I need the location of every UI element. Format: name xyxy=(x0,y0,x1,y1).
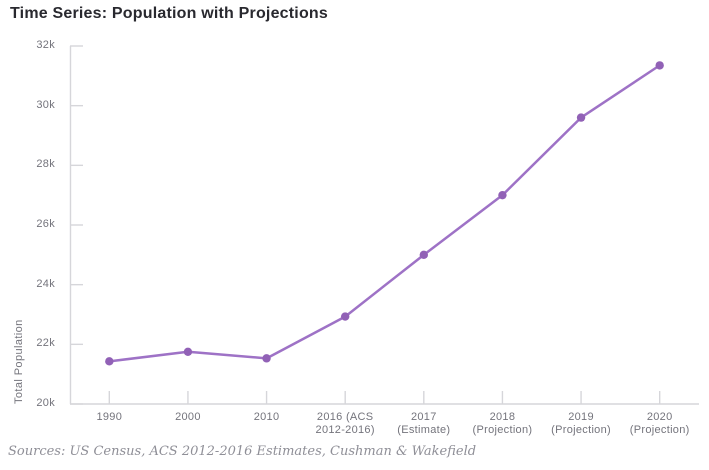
data-point xyxy=(183,347,193,356)
x-tick-label: 2016 (ACS 2012-2016) xyxy=(293,411,397,437)
x-tick-label-line: (Estimate) xyxy=(397,424,451,436)
x-tick-label: 2018 (Projection) xyxy=(450,411,554,437)
data-point xyxy=(419,250,429,260)
y-axis-title: Total Population xyxy=(13,319,25,404)
x-tick-label-line: 2012-2016) xyxy=(315,424,375,436)
data-point xyxy=(340,312,350,321)
y-tick-label: 32k xyxy=(36,39,55,51)
data-point xyxy=(105,357,114,366)
x-tick-label-line: 2016 (ACS xyxy=(316,411,374,423)
x-tick-label-line: 2020 xyxy=(646,411,673,423)
y-tick-label: 30k xyxy=(36,98,55,111)
y-tick-label: 26k xyxy=(36,218,55,230)
source-note: Sources: US Census, ACS 2012-2016 Estima… xyxy=(8,444,477,459)
x-tick-label-line: (Projection) xyxy=(551,424,611,436)
x-tick-label-line: (Projection) xyxy=(472,424,533,436)
series-line xyxy=(108,64,661,363)
x-tick-label-line: (Projection) xyxy=(629,424,690,436)
data-point xyxy=(498,190,507,200)
y-tick-label: 28k xyxy=(36,158,55,171)
x-tick-label-line: 2017 xyxy=(410,411,437,423)
y-tick-label: 24k xyxy=(36,277,55,290)
x-tick-label-line: 2000 xyxy=(175,411,201,423)
x-tick-label-line: 2018 xyxy=(489,411,516,423)
x-tick-label: 2019 (Projection) xyxy=(529,411,633,437)
x-tick-label-line: 2019 xyxy=(568,411,594,423)
x-tick-label-line: 2010 xyxy=(253,411,280,423)
y-tick-label: 20k xyxy=(36,397,55,409)
x-tick-label: 1990 xyxy=(57,411,161,424)
x-tick-label-line: 1990 xyxy=(96,411,123,423)
chart-title: Time Series: Population with Projections xyxy=(10,5,328,22)
data-point xyxy=(576,113,586,122)
data-point xyxy=(262,354,271,363)
data-point xyxy=(655,61,664,70)
x-tick-label: 2000 xyxy=(136,411,240,424)
x-tick-label: 2020 (Projection) xyxy=(608,411,709,437)
x-tick-label: 2017 (Estimate) xyxy=(372,411,476,437)
x-tick-label: 2010 xyxy=(215,411,319,424)
y-tick-label: 22k xyxy=(36,337,55,350)
